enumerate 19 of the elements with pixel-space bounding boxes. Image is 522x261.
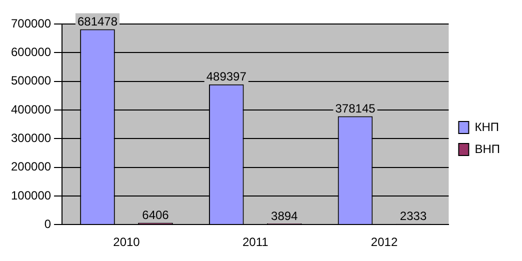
data-label: 3894 bbox=[271, 208, 298, 223]
y-tick-label: 600000 bbox=[10, 44, 52, 59]
x-tick-label: 2011 bbox=[242, 235, 269, 250]
data-label: 378145 bbox=[335, 102, 376, 116]
y-tick-label: 200000 bbox=[10, 160, 52, 174]
data-label: 489397 bbox=[206, 70, 247, 84]
y-tick-label: 0 bbox=[44, 216, 52, 231]
y-tick-label: 300000 bbox=[10, 130, 52, 145]
data-label: 681478 bbox=[77, 14, 118, 29]
legend-label: ВНП bbox=[474, 142, 500, 156]
y-tick-label: 500000 bbox=[10, 74, 52, 88]
y-tick-label: 400000 bbox=[10, 102, 52, 116]
x-tick-label: 2012 bbox=[370, 235, 398, 250]
data-label: 2333 bbox=[400, 209, 427, 224]
x-tick-label: 2010 bbox=[113, 235, 140, 250]
y-tick-label: 700000 bbox=[10, 16, 52, 30]
legend-label: КНП bbox=[474, 120, 499, 134]
data-label: 6406 bbox=[142, 208, 170, 222]
y-tick-label: 100000 bbox=[10, 188, 52, 202]
